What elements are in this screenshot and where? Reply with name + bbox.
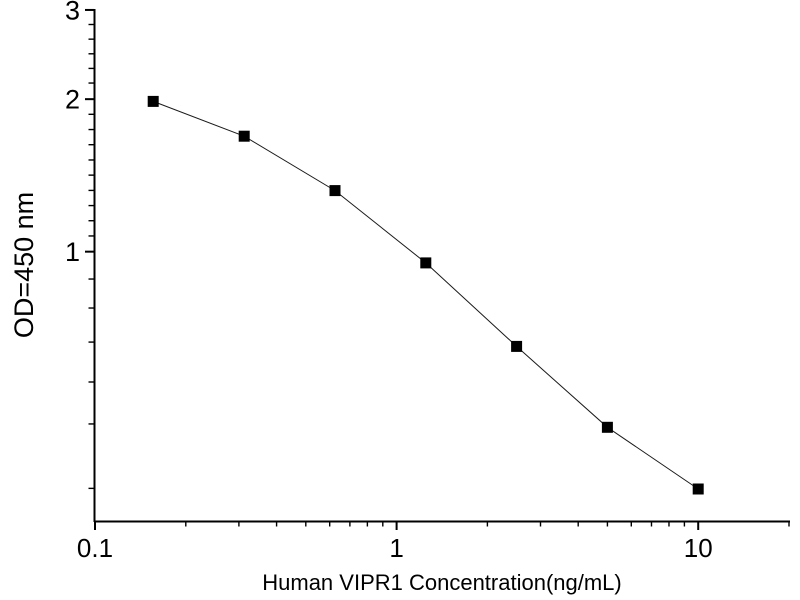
- series-polyline: [153, 100, 699, 490]
- y-tick-label: 2: [65, 85, 80, 115]
- data-point-marker: [147, 95, 159, 107]
- x-axis-title: Human VIPR1 Concentration(ng/mL): [262, 570, 622, 595]
- data-point-marker: [601, 421, 613, 433]
- data-point-marker: [329, 185, 341, 197]
- y-tick-label: 1: [65, 237, 80, 267]
- data-point-marker: [511, 340, 523, 352]
- data-point-marker: [238, 130, 250, 142]
- x-tick-label: 0.1: [77, 533, 113, 563]
- y-tick-label: 3: [65, 0, 80, 25]
- x-tick-label: 1: [389, 533, 403, 563]
- x-tick-label: 10: [684, 533, 713, 563]
- data-point-marker: [420, 257, 432, 269]
- y-axis-title: OD=450 nm: [9, 192, 39, 338]
- data-point-marker: [692, 483, 704, 495]
